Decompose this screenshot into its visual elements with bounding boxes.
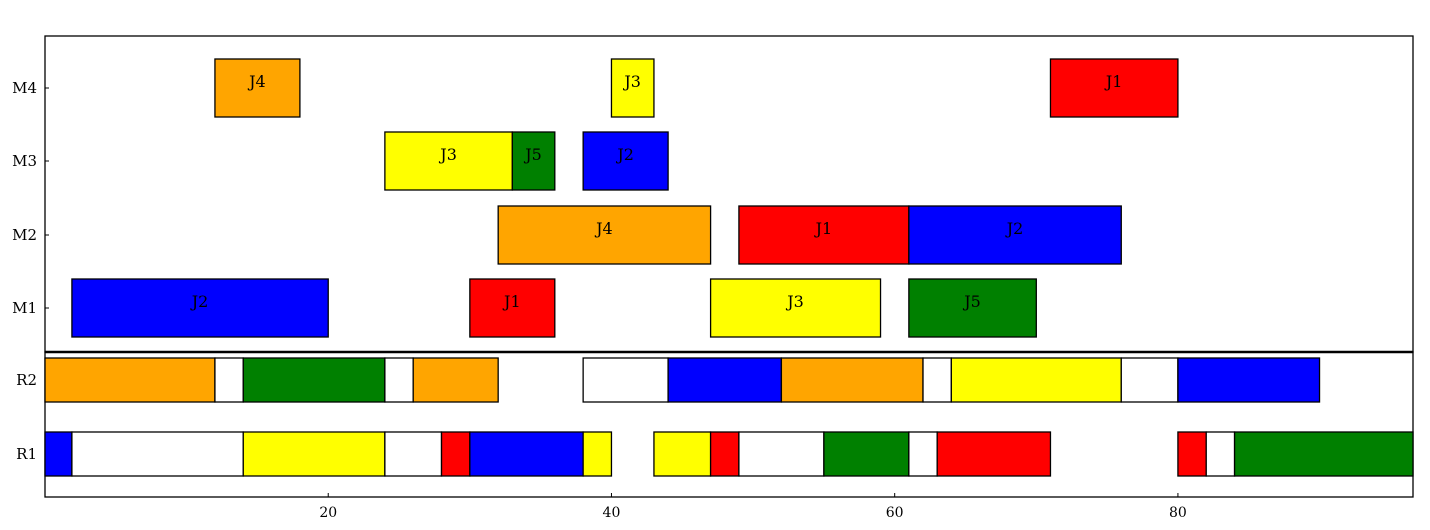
resource-bar-r2-idle bbox=[214, 357, 244, 403]
resource-bar-r2-idle bbox=[1120, 357, 1179, 403]
machine-row-label-m2: M2 bbox=[12, 226, 37, 244]
x-tick-label: 60 bbox=[886, 505, 904, 521]
machine-row-label-m1: M1 bbox=[12, 299, 37, 317]
resource-bar-r1-j2 bbox=[44, 431, 73, 477]
machine-bar-label-j5: J5 bbox=[523, 145, 542, 164]
machine-bar-label-j1: J1 bbox=[1104, 72, 1123, 91]
machine-bar-m3-j3 bbox=[384, 131, 513, 191]
machine-row-label-m4: M4 bbox=[12, 79, 37, 97]
machine-bar-m3-j5 bbox=[511, 131, 556, 191]
resource-bar-r2-j2 bbox=[667, 357, 783, 403]
resource-bar-r1-j3 bbox=[582, 431, 613, 477]
machine-bar-m2-j2 bbox=[908, 205, 1122, 265]
resource-bar-r1-idle bbox=[738, 431, 825, 477]
x-tick-label: 80 bbox=[1169, 505, 1187, 521]
machine-bar-label-j1: J1 bbox=[814, 219, 833, 238]
machine-bar-m1-j2 bbox=[71, 278, 329, 338]
machine-bar-label-j1: J1 bbox=[502, 292, 521, 311]
machine-bar-label-j2: J2 bbox=[190, 292, 209, 311]
machine-bar-m4-j1 bbox=[1049, 58, 1179, 118]
resource-bar-r1-idle bbox=[908, 431, 938, 477]
resource-bar-r1-idle bbox=[384, 431, 443, 477]
x-tick-label: 20 bbox=[319, 505, 337, 521]
machine-bar-m4-j3 bbox=[610, 58, 655, 118]
resource-bar-r1-idle bbox=[1205, 431, 1236, 477]
resource-bar-r2-j2 bbox=[1177, 357, 1321, 403]
machine-bar-label-j5: J5 bbox=[962, 292, 981, 311]
resource-bar-r2-j4 bbox=[412, 357, 499, 403]
resource-bar-r2-idle bbox=[582, 357, 669, 403]
machine-bar-label-j3: J3 bbox=[785, 292, 804, 311]
resource-bar-r1-idle bbox=[71, 431, 244, 477]
resource-row-label-r1: R1 bbox=[16, 445, 37, 463]
machine-bar-label-j3: J3 bbox=[622, 72, 641, 91]
machine-bar-m4-j4 bbox=[214, 58, 301, 118]
machine-bar-m3-j2 bbox=[582, 131, 669, 191]
machine-bar-label-j4: J4 bbox=[247, 72, 266, 91]
machine-bar-m2-j4 bbox=[497, 205, 712, 265]
resource-bar-r2-j4 bbox=[44, 357, 216, 403]
resource-bar-r1-j5 bbox=[1233, 431, 1414, 477]
x-axis: 20 40 60 80 bbox=[319, 493, 1187, 521]
x-tick-label: 40 bbox=[603, 505, 621, 521]
resource-bar-r1-j1 bbox=[1177, 431, 1207, 477]
resource-bar-r2-j3 bbox=[950, 357, 1122, 403]
resource-bar-r1-j3 bbox=[653, 431, 712, 477]
resource-bar-r2-j5 bbox=[242, 357, 386, 403]
resource-bar-r2-j4 bbox=[780, 357, 924, 403]
resource-bar-r1-j1 bbox=[440, 431, 471, 477]
resource-row-label-r2: R2 bbox=[16, 371, 37, 389]
resource-bar-r1-j1 bbox=[709, 431, 740, 477]
machine-bar-label-j2: J2 bbox=[615, 145, 634, 164]
machine-bar-m1-j1 bbox=[469, 278, 556, 338]
resource-panel: R1 R2 bbox=[16, 350, 1414, 498]
machine-row-label-m3: M3 bbox=[12, 152, 37, 170]
resource-bar-r1-j2 bbox=[469, 431, 584, 477]
machine-bar-label-j4: J4 bbox=[594, 219, 613, 238]
machine-bar-m1-j5 bbox=[908, 278, 1037, 338]
resource-bar-r2-idle bbox=[384, 357, 414, 403]
machine-panel: M1 M2 M3 M4 J2 J1 J3 J5 J4 J1 J2 J3 J5 J2 J4 J3 J1 bbox=[12, 35, 1414, 353]
resource-bar-r1-j5 bbox=[823, 431, 910, 477]
machine-bar-m1-j3 bbox=[709, 278, 882, 338]
resource-bar-r1-j1 bbox=[936, 431, 1052, 477]
machine-bar-label-j2: J2 bbox=[1005, 219, 1024, 238]
resource-bar-r1-j3 bbox=[242, 431, 386, 477]
machine-bar-label-j3: J3 bbox=[438, 145, 457, 164]
resource-bar-r2-idle bbox=[922, 357, 952, 403]
